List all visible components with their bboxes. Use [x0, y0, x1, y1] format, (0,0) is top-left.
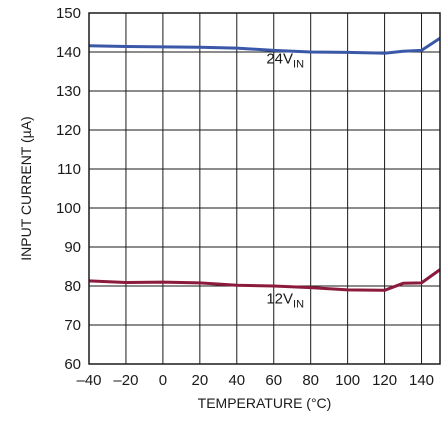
series-line-24vin	[88, 37, 441, 55]
series-line-12vin	[88, 268, 441, 292]
y-tick-label: 120	[56, 122, 81, 139]
x-tick-label: 100	[335, 372, 360, 389]
y-tick-label: 140	[56, 44, 81, 61]
series-label-12vin: 12VIN	[266, 291, 304, 311]
series-label-24vin-main: 24V	[266, 51, 293, 68]
plot-frame	[88, 12, 441, 365]
x-tick-label: 140	[409, 372, 434, 389]
y-tick-label: 110	[57, 161, 81, 178]
x-tick-label: 40	[228, 372, 245, 389]
y-tick-labels: 60 70 80 90 100 110 120 130 140 150	[56, 5, 81, 373]
grid	[88, 12, 440, 365]
x-tick-label: 80	[302, 372, 319, 389]
x-tick-label: –40	[76, 372, 101, 389]
series-lines	[88, 37, 441, 292]
y-tick-label: 60	[64, 356, 81, 373]
x-tick-label: 0	[159, 372, 167, 389]
x-axis-title: TEMPERATURE (°C)	[198, 395, 332, 411]
y-tick-label: 100	[56, 200, 81, 217]
x-tick-labels: –40 –20 0 20 40 60 80 100 120 140	[76, 372, 434, 389]
y-axis-title: INPUT CURRENT (µA)	[18, 116, 34, 260]
series-label-12vin-subscript: IN	[293, 299, 304, 311]
y-tick-label: 90	[64, 239, 81, 256]
y-tick-label: 130	[56, 83, 81, 100]
y-tick-label: 70	[64, 317, 81, 334]
series-label-24vin: 24VIN	[266, 51, 304, 71]
x-tick-label: –20	[113, 372, 138, 389]
y-tick-label: 150	[56, 5, 81, 22]
series-label-24vin-subscript: IN	[293, 59, 304, 71]
series-label-12vin-main: 12V	[266, 291, 293, 308]
x-tick-label: 60	[265, 372, 282, 389]
y-tick-label: 80	[64, 278, 81, 295]
x-tick-label: 20	[191, 372, 208, 389]
x-tick-label: 120	[372, 372, 397, 389]
